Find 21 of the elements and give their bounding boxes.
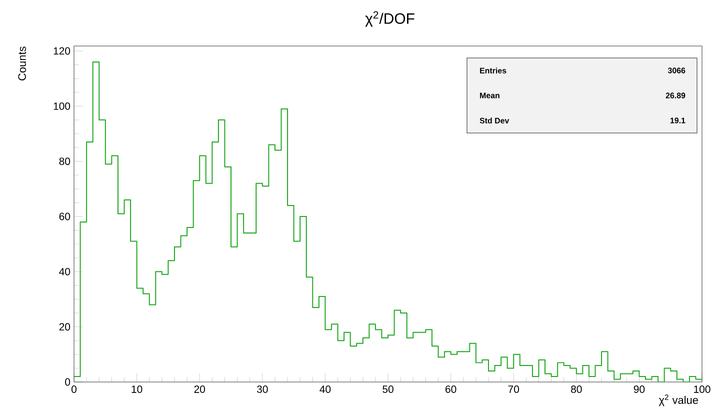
y-tick-label: 0 <box>65 378 70 386</box>
y-tick-label: 80 <box>59 158 70 166</box>
x-tick-label: 50 <box>382 386 394 393</box>
x-tick-label: 10 <box>132 386 142 393</box>
x-tick-label: 90 <box>634 386 645 393</box>
y-tick-label: 100 <box>54 102 70 110</box>
x-tick-label: 100 <box>694 386 710 393</box>
x-tick-label: 60 <box>446 386 456 393</box>
x-tick-label: 80 <box>571 386 582 393</box>
y-tick-label: 120 <box>54 47 70 55</box>
y-tick-label: 40 <box>59 268 70 276</box>
x-tick-label: 70 <box>508 386 520 393</box>
x-tick-label: 40 <box>320 386 331 393</box>
x-tick-label: 30 <box>256 386 268 393</box>
y-axis-title: Counts <box>18 46 26 80</box>
chart-title: χ$^{2}$/DOF <box>365 11 414 27</box>
y-tick-label: 20 <box>59 323 70 331</box>
x-axis-title: χ$^{2}$ value <box>658 394 698 406</box>
x-tick-label: 0 <box>72 386 77 393</box>
x-tick-label: 20 <box>194 386 206 393</box>
y-tick-label: 60 <box>59 212 70 220</box>
